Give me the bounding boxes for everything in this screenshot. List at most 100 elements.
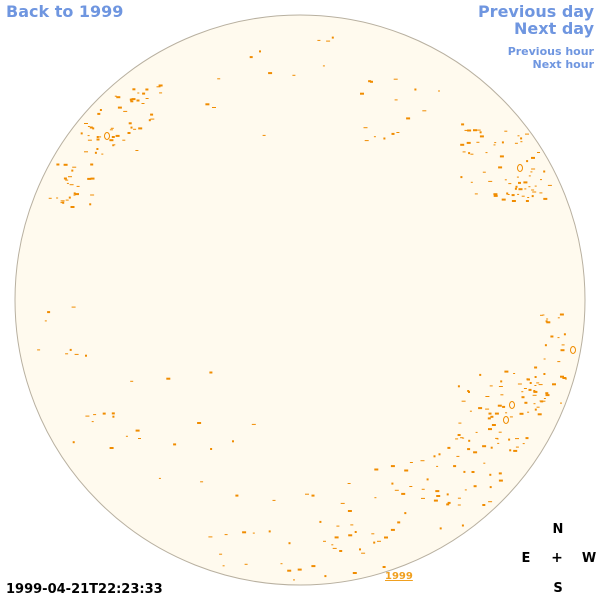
- feature-speck: [506, 192, 509, 195]
- feature-speck: [138, 438, 141, 439]
- feature-speck: [252, 532, 255, 534]
- feature-speck: [534, 408, 537, 411]
- back-to-year-link[interactable]: Back to 1999: [6, 2, 124, 21]
- feature-speck: [97, 112, 101, 115]
- feature-speck: [63, 177, 67, 180]
- feature-speck: [543, 373, 546, 375]
- feature-speck: [87, 126, 90, 127]
- feature-speck: [133, 128, 137, 130]
- feature-speck: [458, 422, 462, 424]
- feature-speck: [56, 163, 60, 166]
- feature-speck: [197, 422, 202, 424]
- feature-speck: [536, 406, 540, 408]
- feature-speck: [485, 408, 490, 410]
- feature-speck: [488, 501, 493, 503]
- feature-speck: [382, 566, 386, 568]
- feature-speck: [534, 385, 537, 386]
- feature-speck: [287, 569, 292, 572]
- feature-speck: [557, 337, 560, 339]
- feature-speck: [350, 524, 354, 526]
- feature-speck: [305, 493, 309, 495]
- feature-speck: [374, 468, 379, 471]
- next-day-link[interactable]: Next day: [514, 19, 594, 38]
- feature-speck: [391, 482, 394, 485]
- feature-speck: [542, 314, 545, 316]
- feature-speck: [560, 402, 562, 404]
- feature-speck: [148, 119, 151, 122]
- feature-speck: [515, 446, 519, 448]
- year-link[interactable]: 1999: [385, 571, 413, 582]
- feature-speck: [533, 390, 538, 393]
- feature-speck: [138, 127, 143, 130]
- feature-speck: [293, 579, 295, 581]
- active-region-features: [37, 36, 576, 581]
- previous-day-link[interactable]: Previous day: [477, 2, 594, 21]
- feature-speck: [563, 333, 566, 336]
- feature-speck: [131, 98, 136, 101]
- feature-speck: [515, 438, 519, 440]
- feature-speck: [546, 318, 549, 320]
- feature-speck: [222, 565, 225, 567]
- feature-speck: [72, 166, 77, 168]
- compass-east-label: E: [521, 551, 531, 566]
- feature-speck: [393, 78, 398, 80]
- feature-speck: [69, 184, 74, 186]
- feature-speck: [520, 137, 523, 140]
- feature-speck: [208, 536, 213, 538]
- feature-speck: [122, 139, 126, 141]
- feature-speck: [75, 193, 79, 196]
- feature-speck: [205, 103, 210, 106]
- feature-loop: [570, 346, 576, 354]
- feature-speck: [546, 321, 551, 324]
- feature-speck: [60, 200, 65, 202]
- feature-speck: [93, 414, 97, 416]
- feature-speck: [80, 132, 83, 135]
- feature-speck: [516, 176, 519, 178]
- feature-speck: [56, 197, 59, 199]
- feature-speck: [136, 99, 140, 102]
- feature-speck: [508, 183, 512, 185]
- feature-speck: [495, 437, 499, 439]
- next-hour-link[interactable]: Next hour: [532, 58, 595, 71]
- feature-speck: [391, 132, 395, 135]
- feature-speck: [111, 412, 115, 415]
- previous-hour-link[interactable]: Previous hour: [507, 45, 594, 58]
- feature-speck: [457, 504, 461, 506]
- feature-speck: [331, 36, 334, 39]
- feature-speck: [73, 194, 76, 196]
- feature-speck: [498, 386, 503, 387]
- feature-speck: [87, 177, 92, 180]
- feature-speck: [507, 194, 510, 195]
- feature-speck: [72, 441, 75, 444]
- feature-speck: [90, 163, 94, 166]
- feature-speck: [491, 424, 496, 426]
- feature-speck: [463, 470, 466, 473]
- feature-speck: [502, 405, 506, 408]
- feature-speck: [538, 384, 543, 386]
- feature-speck: [272, 499, 276, 501]
- feature-speck: [436, 465, 439, 467]
- feature-speck: [524, 401, 528, 404]
- feature-speck: [527, 197, 530, 198]
- feature-speck: [331, 544, 334, 546]
- feature-speck: [523, 181, 528, 184]
- feature-speck: [467, 390, 470, 392]
- feature-speck: [456, 455, 460, 457]
- feature-speck: [539, 192, 543, 194]
- feature-speck: [219, 553, 223, 555]
- feature-speck: [84, 123, 88, 124]
- feature-speck: [469, 410, 472, 412]
- feature-speck: [460, 143, 465, 146]
- feature-speck: [514, 142, 518, 144]
- feature-speck: [534, 185, 537, 187]
- feature-speck: [60, 202, 64, 204]
- feature-speck: [94, 151, 97, 154]
- feature-speck: [166, 377, 171, 380]
- feature-speck: [478, 407, 483, 410]
- feature-speck: [534, 366, 538, 369]
- feature-speck: [531, 156, 535, 159]
- feature-speck: [500, 394, 504, 396]
- feature-speck: [457, 434, 461, 436]
- feature-speck: [482, 445, 487, 448]
